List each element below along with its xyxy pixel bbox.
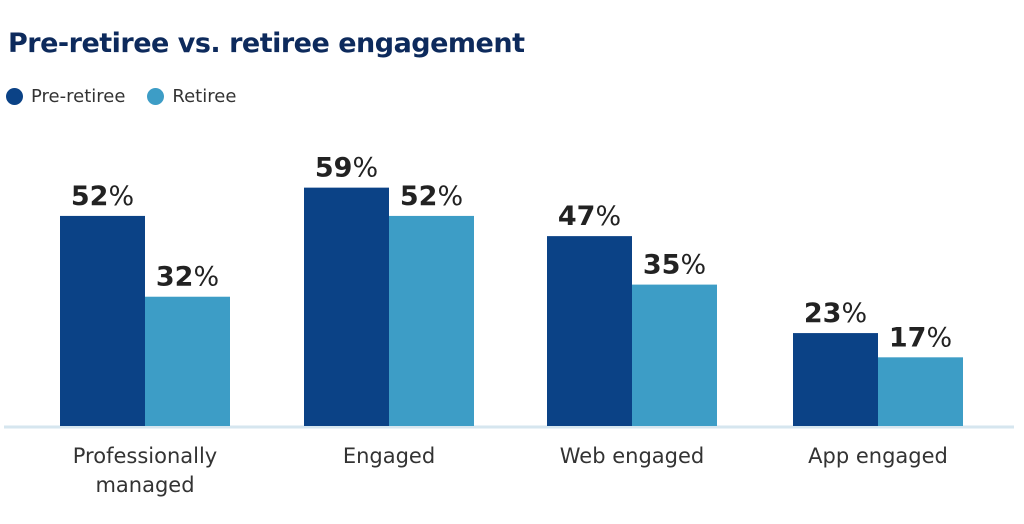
legend-label: Pre-retiree	[31, 86, 126, 107]
data-label: 59%	[315, 153, 378, 184]
data-label: 32%	[156, 262, 219, 293]
category-label: App engaged	[758, 442, 998, 471]
data-label: 17%	[889, 322, 952, 353]
legend-swatch	[6, 88, 23, 105]
bar	[145, 296, 230, 426]
bar	[304, 187, 389, 426]
chart-title: Pre-retiree vs. retiree engagement	[8, 28, 525, 59]
bar	[878, 357, 963, 426]
data-label: 47%	[558, 201, 621, 232]
data-label: 23%	[804, 298, 867, 329]
bar	[60, 215, 145, 426]
category-label-line: Web engaged	[559, 444, 705, 468]
data-label: 52%	[71, 181, 134, 212]
bar	[547, 236, 632, 426]
category-label: Engaged	[269, 442, 509, 471]
bar	[389, 215, 474, 426]
category-label-line: Professionally	[72, 444, 218, 468]
legend-item-retiree: Retiree	[147, 86, 236, 107]
category-label: Web engaged	[512, 442, 752, 471]
legend-swatch	[147, 88, 165, 105]
bar	[793, 333, 878, 426]
data-label: 35%	[643, 250, 706, 281]
category-label-line: App engaged	[808, 444, 948, 468]
legend-label: Retiree	[172, 86, 237, 107]
category-label-line: managed	[95, 473, 195, 497]
bar	[632, 284, 717, 426]
legend: Pre-retiree Retiree	[6, 86, 236, 107]
data-label: 52%	[400, 181, 463, 212]
category-label-line: Engaged	[342, 444, 436, 468]
legend-item-pre-retiree: Pre-retiree	[6, 86, 125, 107]
category-label: Professionally managed	[25, 442, 265, 500]
